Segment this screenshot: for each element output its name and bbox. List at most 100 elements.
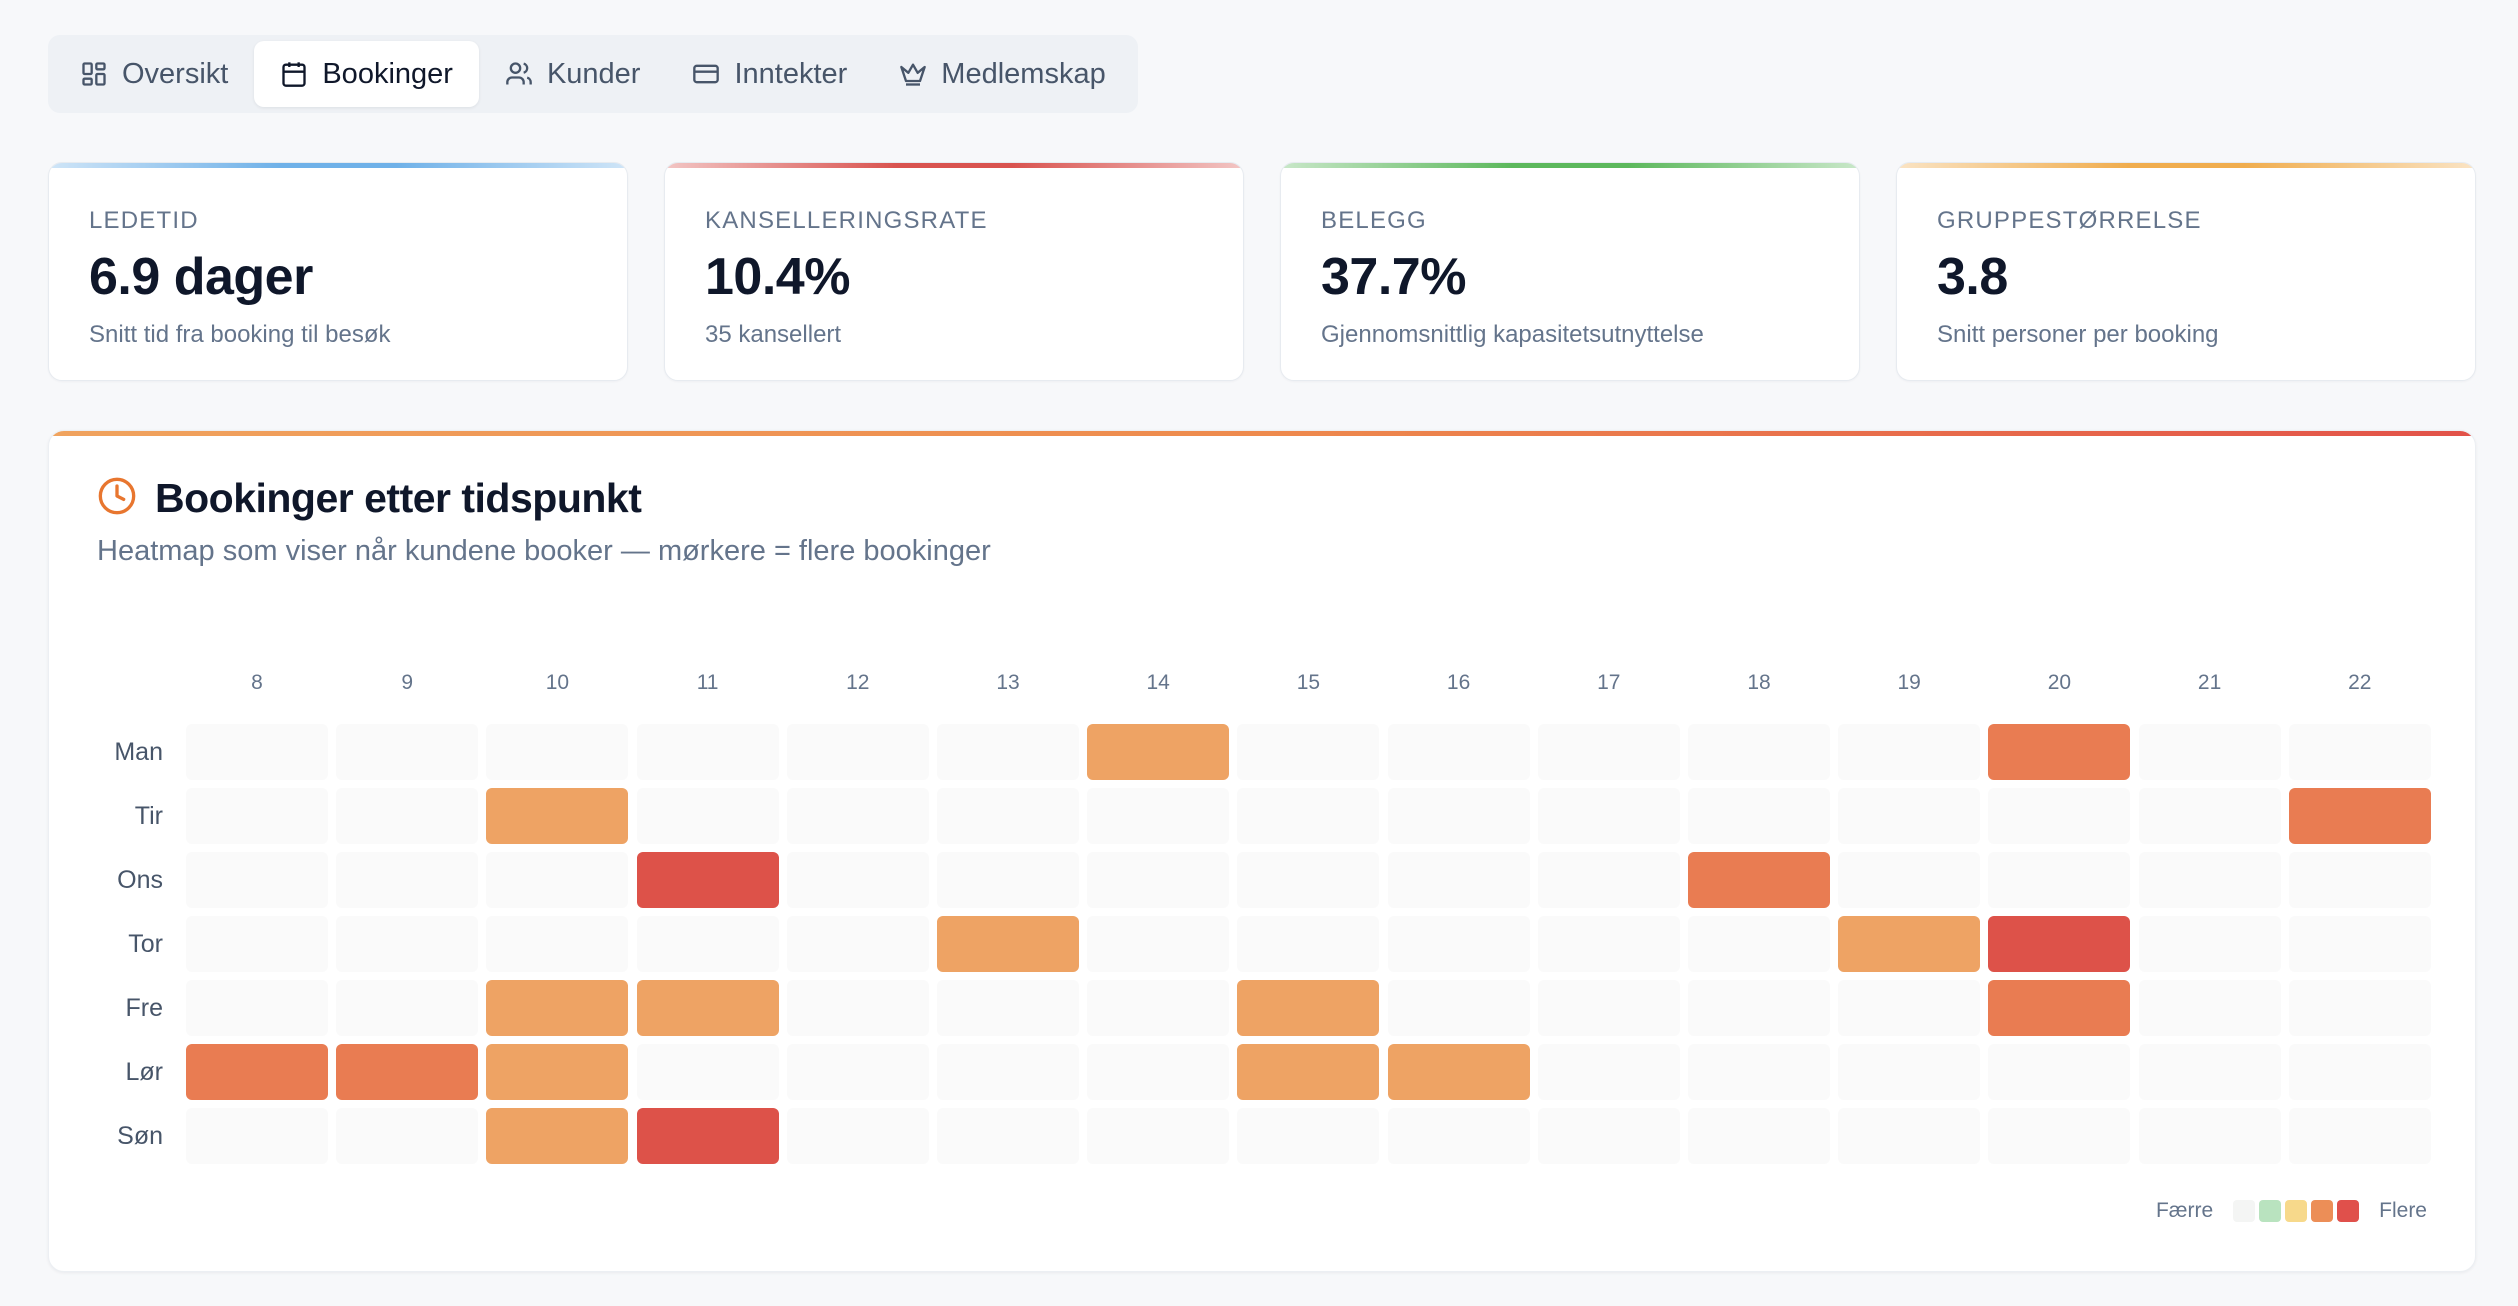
- heatmap-cell[interactable]: [1387, 852, 1530, 908]
- heatmap-cell[interactable]: [2288, 980, 2431, 1036]
- heatmap-cell[interactable]: [486, 788, 629, 844]
- heatmap-cell[interactable]: [1688, 1044, 1830, 1100]
- heatmap-cell[interactable]: [636, 916, 779, 972]
- heatmap-cell[interactable]: [1237, 980, 1380, 1036]
- heatmap-cell[interactable]: [636, 1044, 779, 1100]
- heatmap-cell[interactable]: [2288, 852, 2431, 908]
- heatmap-cell[interactable]: [937, 852, 1079, 908]
- heatmap-cell[interactable]: [186, 788, 328, 844]
- heatmap-cell[interactable]: [1688, 916, 1830, 972]
- heatmap-cell[interactable]: [2288, 1108, 2431, 1164]
- heatmap-cell[interactable]: [636, 724, 779, 780]
- heatmap-cell[interactable]: [2138, 852, 2281, 908]
- heatmap-cell[interactable]: [336, 1108, 479, 1164]
- heatmap-cell[interactable]: [1838, 852, 1981, 908]
- heatmap-cell[interactable]: [1838, 980, 1981, 1036]
- heatmap-cell[interactable]: [1237, 724, 1380, 780]
- heatmap-cell[interactable]: [1988, 1108, 2131, 1164]
- heatmap-cell[interactable]: [1988, 852, 2131, 908]
- heatmap-cell[interactable]: [1387, 916, 1530, 972]
- heatmap-cell[interactable]: [486, 724, 629, 780]
- heatmap-cell[interactable]: [1237, 852, 1380, 908]
- heatmap-cell[interactable]: [1838, 1108, 1981, 1164]
- heatmap-cell[interactable]: [636, 788, 779, 844]
- heatmap-cell[interactable]: [1688, 788, 1830, 844]
- heatmap-cell[interactable]: [1838, 1044, 1981, 1100]
- heatmap-cell[interactable]: [186, 1044, 328, 1100]
- heatmap-cell[interactable]: [2288, 916, 2431, 972]
- heatmap-cell[interactable]: [186, 852, 328, 908]
- heatmap-cell[interactable]: [937, 788, 1079, 844]
- heatmap-cell[interactable]: [636, 852, 779, 908]
- heatmap-cell[interactable]: [1537, 724, 1680, 780]
- heatmap-cell[interactable]: [786, 1108, 929, 1164]
- heatmap-cell[interactable]: [2288, 1044, 2431, 1100]
- heatmap-cell[interactable]: [1537, 1108, 1680, 1164]
- tab-inntekter[interactable]: Inntekter: [666, 41, 873, 107]
- heatmap-cell[interactable]: [2138, 724, 2281, 780]
- heatmap-cell[interactable]: [486, 916, 629, 972]
- heatmap-cell[interactable]: [1387, 1108, 1530, 1164]
- heatmap-cell[interactable]: [1087, 724, 1230, 780]
- heatmap-cell[interactable]: [1387, 788, 1530, 844]
- heatmap-cell[interactable]: [786, 788, 929, 844]
- heatmap-cell[interactable]: [1387, 1044, 1530, 1100]
- heatmap-cell[interactable]: [2288, 788, 2431, 844]
- tab-oversikt[interactable]: Oversikt: [54, 41, 254, 107]
- heatmap-cell[interactable]: [937, 1044, 1079, 1100]
- heatmap-cell[interactable]: [336, 852, 479, 908]
- heatmap-cell[interactable]: [336, 1044, 479, 1100]
- heatmap-cell[interactable]: [186, 916, 328, 972]
- heatmap-cell[interactable]: [486, 980, 629, 1036]
- heatmap-cell[interactable]: [1838, 724, 1981, 780]
- heatmap-cell[interactable]: [937, 724, 1079, 780]
- heatmap-cell[interactable]: [1537, 980, 1680, 1036]
- heatmap-cell[interactable]: [2138, 1108, 2281, 1164]
- heatmap-cell[interactable]: [336, 788, 479, 844]
- heatmap-cell[interactable]: [786, 852, 929, 908]
- heatmap-cell[interactable]: [1237, 788, 1380, 844]
- heatmap-cell[interactable]: [186, 1108, 328, 1164]
- heatmap-cell[interactable]: [1537, 788, 1680, 844]
- heatmap-cell[interactable]: [336, 724, 479, 780]
- heatmap-cell[interactable]: [1688, 1108, 1830, 1164]
- heatmap-cell[interactable]: [2138, 1044, 2281, 1100]
- heatmap-cell[interactable]: [186, 980, 328, 1036]
- heatmap-cell[interactable]: [1087, 1108, 1230, 1164]
- heatmap-cell[interactable]: [937, 980, 1079, 1036]
- tab-kunder[interactable]: Kunder: [479, 41, 667, 107]
- heatmap-cell[interactable]: [336, 916, 479, 972]
- heatmap-cell[interactable]: [636, 1108, 779, 1164]
- heatmap-cell[interactable]: [186, 724, 328, 780]
- heatmap-cell[interactable]: [1688, 852, 1830, 908]
- heatmap-cell[interactable]: [1688, 724, 1830, 780]
- heatmap-cell[interactable]: [2138, 916, 2281, 972]
- heatmap-cell[interactable]: [336, 980, 479, 1036]
- heatmap-cell[interactable]: [1237, 916, 1380, 972]
- heatmap-cell[interactable]: [486, 1108, 629, 1164]
- heatmap-cell[interactable]: [1537, 916, 1680, 972]
- heatmap-cell[interactable]: [2138, 788, 2281, 844]
- heatmap-cell[interactable]: [2288, 724, 2431, 780]
- heatmap-cell[interactable]: [1387, 724, 1530, 780]
- heatmap-cell[interactable]: [1988, 916, 2131, 972]
- heatmap-cell[interactable]: [1537, 852, 1680, 908]
- heatmap-cell[interactable]: [786, 1044, 929, 1100]
- heatmap-cell[interactable]: [1087, 916, 1230, 972]
- tab-medlemskap[interactable]: Medlemskap: [873, 41, 1131, 107]
- heatmap-cell[interactable]: [1087, 852, 1230, 908]
- heatmap-cell[interactable]: [1838, 788, 1981, 844]
- heatmap-cell[interactable]: [486, 852, 629, 908]
- heatmap-cell[interactable]: [1237, 1108, 1380, 1164]
- heatmap-cell[interactable]: [1087, 788, 1230, 844]
- heatmap-cell[interactable]: [786, 724, 929, 780]
- heatmap-cell[interactable]: [1688, 980, 1830, 1036]
- heatmap-cell[interactable]: [1087, 980, 1230, 1036]
- heatmap-cell[interactable]: [1237, 1044, 1380, 1100]
- heatmap-cell[interactable]: [1988, 980, 2131, 1036]
- heatmap-cell[interactable]: [1387, 980, 1530, 1036]
- heatmap-cell[interactable]: [1988, 788, 2131, 844]
- heatmap-cell[interactable]: [937, 916, 1079, 972]
- tab-bookinger[interactable]: Bookinger: [254, 41, 479, 107]
- heatmap-cell[interactable]: [937, 1108, 1079, 1164]
